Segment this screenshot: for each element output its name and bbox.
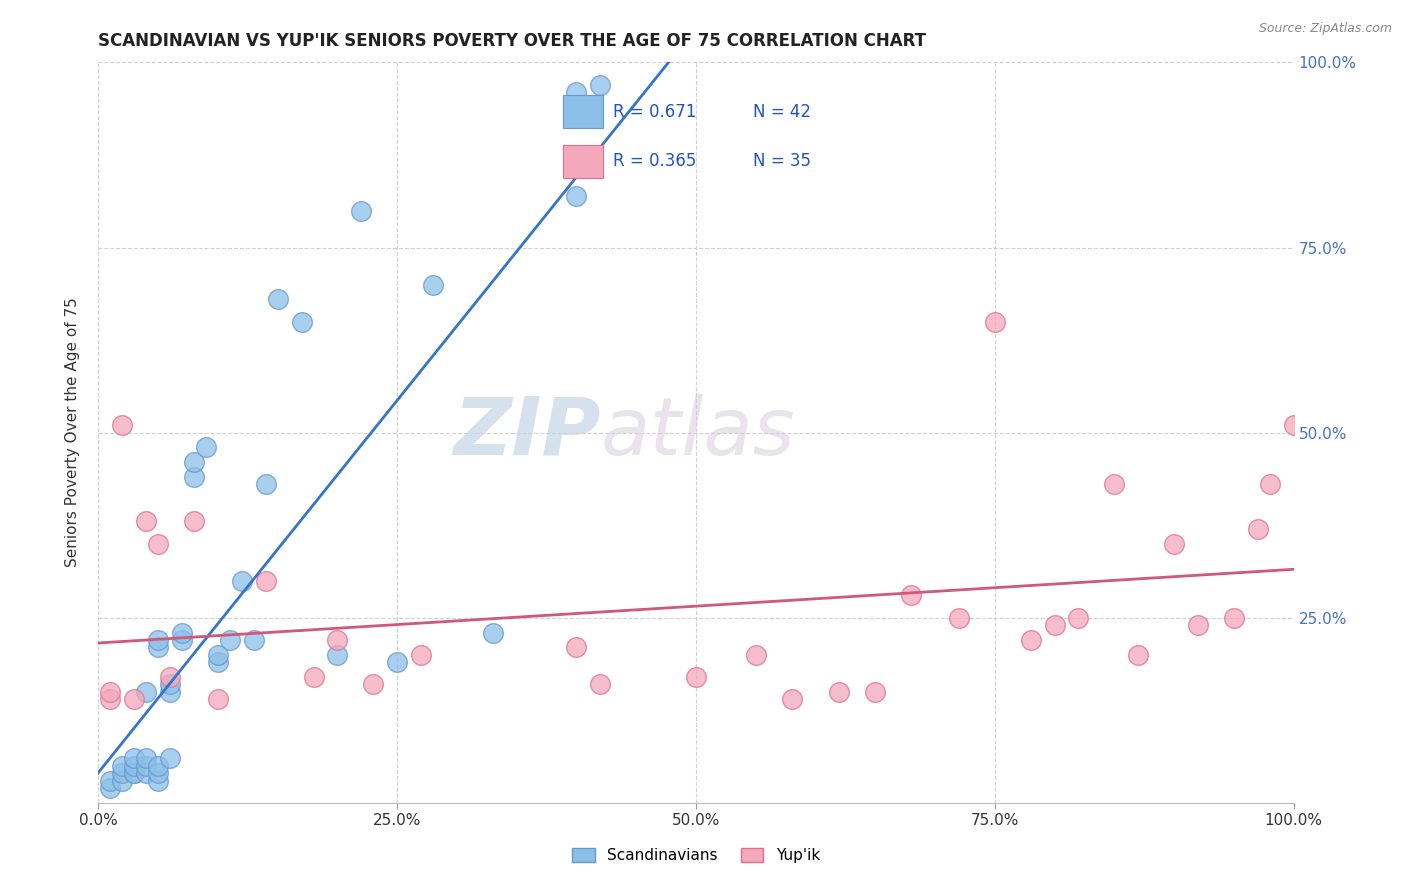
Point <box>111 758 134 772</box>
Point <box>135 766 157 780</box>
Point <box>589 78 612 92</box>
Point <box>363 677 385 691</box>
Point <box>159 751 181 765</box>
Point <box>111 773 134 788</box>
Point <box>207 648 229 662</box>
Point <box>1163 536 1185 550</box>
Point <box>148 632 170 647</box>
Point <box>1187 618 1209 632</box>
Point <box>589 677 612 691</box>
Point <box>124 758 146 772</box>
Point <box>124 766 146 780</box>
Point <box>385 655 409 669</box>
Point <box>148 640 170 655</box>
Point <box>219 632 242 647</box>
Point <box>98 780 122 795</box>
Point <box>685 670 707 684</box>
Point <box>1223 610 1246 624</box>
Point <box>1019 632 1042 647</box>
Point <box>183 470 205 484</box>
Point <box>900 589 922 603</box>
Point <box>745 648 768 662</box>
Point <box>124 766 146 780</box>
Point <box>98 773 122 788</box>
Point <box>172 632 194 647</box>
Point <box>148 773 170 788</box>
Point <box>195 441 218 455</box>
Point <box>111 418 134 433</box>
Text: atlas: atlas <box>600 393 796 472</box>
Point <box>135 751 157 765</box>
Point <box>350 203 373 218</box>
Point <box>135 515 157 529</box>
Point <box>1282 418 1305 433</box>
Point <box>172 625 194 640</box>
Point <box>148 766 170 780</box>
Text: Source: ZipAtlas.com: Source: ZipAtlas.com <box>1258 22 1392 36</box>
Point <box>780 692 803 706</box>
Point <box>291 314 314 328</box>
Point <box>1128 648 1150 662</box>
Point <box>135 685 157 699</box>
Point <box>422 277 444 292</box>
Point <box>124 692 146 706</box>
Point <box>159 677 181 691</box>
Point <box>207 692 229 706</box>
Point <box>1104 477 1126 491</box>
Point <box>207 655 229 669</box>
Legend: Scandinavians, Yup'ik: Scandinavians, Yup'ik <box>565 842 827 869</box>
Point <box>1043 618 1066 632</box>
Text: ZIP: ZIP <box>453 393 600 472</box>
Point <box>565 85 588 99</box>
Point <box>302 670 325 684</box>
Point <box>243 632 266 647</box>
Point <box>1247 522 1270 536</box>
Point <box>254 574 277 588</box>
Point <box>326 648 349 662</box>
Text: SCANDINAVIAN VS YUP'IK SENIORS POVERTY OVER THE AGE OF 75 CORRELATION CHART: SCANDINAVIAN VS YUP'IK SENIORS POVERTY O… <box>98 32 927 50</box>
Point <box>411 648 433 662</box>
Point <box>183 515 205 529</box>
Point <box>183 455 205 469</box>
Point <box>565 188 588 202</box>
Point <box>326 632 349 647</box>
Point <box>1067 610 1090 624</box>
Point <box>159 685 181 699</box>
Y-axis label: Seniors Poverty Over the Age of 75: Seniors Poverty Over the Age of 75 <box>65 298 80 567</box>
Point <box>124 751 146 765</box>
Point <box>111 766 134 780</box>
Point <box>254 477 277 491</box>
Point <box>159 670 181 684</box>
Point <box>481 625 505 640</box>
Point <box>98 692 122 706</box>
Point <box>984 314 1007 328</box>
Point <box>828 685 851 699</box>
Point <box>948 610 970 624</box>
Point <box>135 758 157 772</box>
Point <box>231 574 253 588</box>
Point <box>865 685 887 699</box>
Point <box>1258 477 1281 491</box>
Point <box>148 758 170 772</box>
Point <box>98 685 122 699</box>
Point <box>148 536 170 550</box>
Point <box>565 640 588 655</box>
Point <box>267 293 290 307</box>
